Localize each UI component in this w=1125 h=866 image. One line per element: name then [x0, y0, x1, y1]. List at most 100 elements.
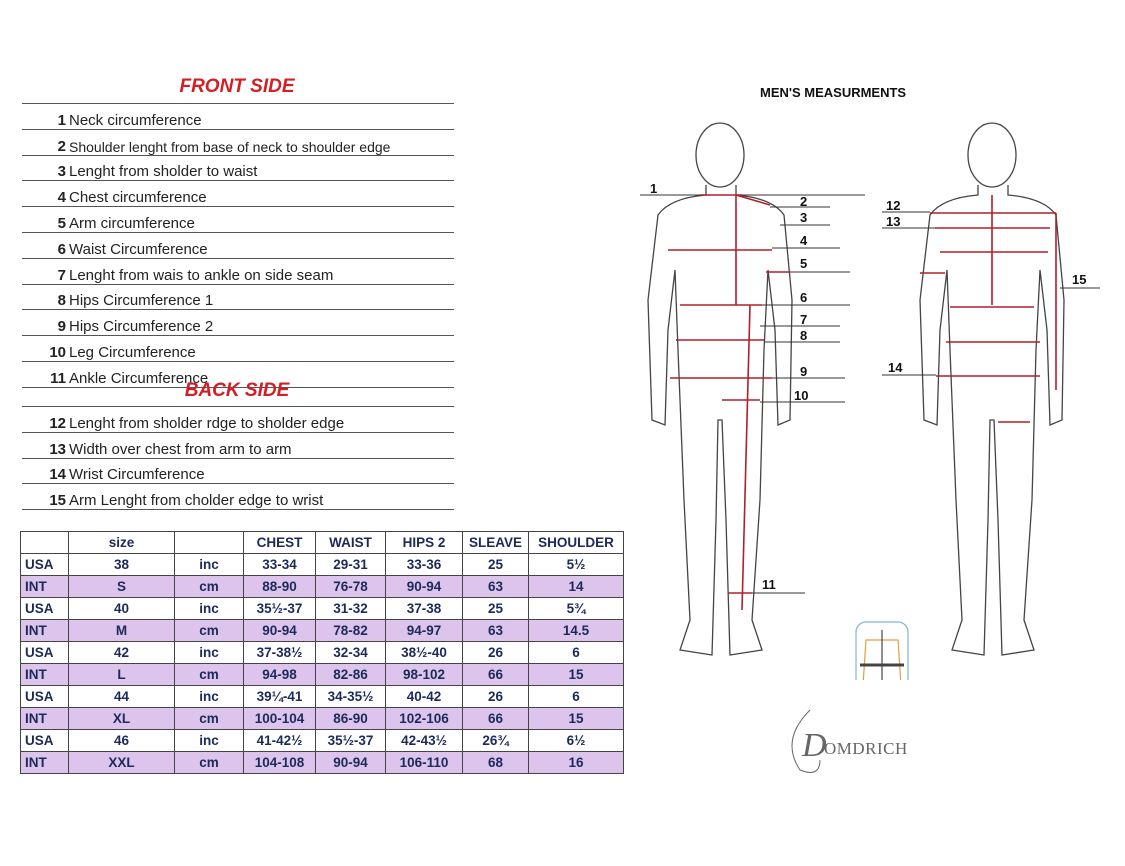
table-cell: 90-94: [385, 575, 463, 598]
column-header: [174, 531, 244, 554]
column-header: HIPS 2: [385, 531, 463, 554]
measurement-label: Arm Lenght from cholder edge to wrist: [69, 492, 324, 510]
measurement-label: Lenght from sholder rdge to sholder edge: [69, 414, 345, 432]
table-cell: cm: [174, 751, 244, 774]
measurement-number: 8: [57, 292, 66, 310]
table-cell: INT: [20, 663, 69, 686]
measurement-row: 10 Leg Circumference: [22, 336, 454, 362]
table-cell: 104-108: [243, 751, 316, 774]
measurement-label: Hips Circumference 1: [69, 292, 214, 310]
measurement-row: 12 Lenght from sholder rdge to sholder ed…: [22, 406, 454, 433]
back-measure-lines: [920, 195, 1057, 423]
measurement-label: Lenght from sholder to waist: [69, 163, 258, 181]
table-cell: 35½-37: [315, 729, 386, 752]
measurement-row: 1 Neck circumference: [22, 103, 454, 130]
table-cell: 29-31: [315, 553, 386, 576]
column-header: SHOULDER: [528, 531, 624, 554]
table-cell: 41-42½: [243, 729, 316, 752]
measurement-number: 6: [57, 240, 66, 258]
label-4: 4: [800, 233, 808, 248]
measurement-label: Lenght from wais to ankle on side seam: [69, 266, 334, 284]
label-3: 3: [800, 210, 807, 225]
measurement-label: Width over chest from arm to arm: [69, 440, 292, 458]
logo-mark: D OMDRICH: [791, 709, 908, 773]
table-cell: 100-104: [243, 707, 316, 730]
measurement-label: Neck circumference: [69, 111, 202, 129]
measurement-label: Hips Circumference 2: [69, 318, 214, 336]
table-cell: 6½: [528, 729, 624, 752]
label-2: 2: [800, 194, 807, 209]
measurement-label: Arm circumference: [69, 214, 195, 232]
table-row: INT XL cm 100-104 86-90 102-106 66 15: [20, 707, 624, 730]
table-cell: M: [68, 619, 175, 642]
label-10: 10: [794, 388, 808, 403]
table-cell: 33-36: [385, 553, 463, 576]
measurement-row: 13 Width over chest from arm to arm: [22, 433, 454, 459]
front-leader-lines: [640, 194, 865, 594]
table-cell: 46: [68, 729, 175, 752]
column-header: size: [68, 531, 175, 554]
table-cell: 39¼-41: [243, 685, 316, 708]
back-side-title: BACK SIDE: [184, 380, 290, 401]
table-cell: 106-110: [385, 751, 463, 774]
table-cell: USA: [20, 641, 69, 664]
measurement-row: 14 Wrist Circumference: [22, 459, 454, 485]
table-cell: XXL: [68, 751, 175, 774]
table-cell: 37-38½: [243, 641, 316, 664]
front-side-title: FRONT SIDE: [179, 76, 295, 97]
column-header: SLEAVE: [462, 531, 529, 554]
table-cell: 68: [462, 751, 529, 774]
column-header: WAIST: [315, 531, 386, 554]
table-cell: USA: [20, 685, 69, 708]
table-cell: USA: [20, 553, 69, 576]
table-cell: INT: [20, 619, 69, 642]
measurement-number: 12: [49, 414, 66, 432]
size-table: size CHEST WAIST HIPS 2 SLEAVE SHOULDER USA 38 i…: [20, 531, 624, 774]
table-cell: 86-90: [315, 707, 386, 730]
measurement-number: 7: [57, 266, 66, 284]
measurement-row: 15 Arm Lenght from cholder edge to wrist: [22, 484, 454, 511]
table-cell: USA: [20, 597, 69, 620]
measurement-label: Waist Circumference: [69, 240, 208, 258]
back-measurement-list: 12 Lenght from sholder rdge to sholder ed…: [22, 406, 454, 511]
table-cell: cm: [174, 707, 244, 730]
back-number-labels: 12 13 14 15: [886, 198, 1086, 375]
table-cell: 42-43½: [385, 729, 463, 752]
table-cell: 6: [528, 641, 624, 664]
table-cell: 98-102: [385, 663, 463, 686]
measurement-number: 14: [49, 466, 66, 484]
table-cell: inc: [174, 641, 244, 664]
table-cell: 6: [528, 685, 624, 708]
measurement-number: 15: [49, 492, 66, 510]
back-figure-outline: [919, 122, 1065, 656]
table-cell: 16: [528, 751, 624, 774]
table-cell: 76-78: [315, 575, 386, 598]
column-header: [20, 531, 69, 554]
measurement-number: 3: [57, 163, 66, 181]
table-row: INT XXL cm 104-108 90-94 106-110 68 16: [20, 751, 624, 774]
measurement-number: 2: [57, 137, 66, 155]
label-12: 12: [886, 198, 900, 213]
label-14: 14: [888, 360, 903, 375]
table-cell: 88-90: [243, 575, 316, 598]
measurement-row: 6 Waist Circumference: [22, 233, 454, 259]
table-cell: inc: [174, 685, 244, 708]
table-cell: 66: [462, 663, 529, 686]
table-cell: 35½-37: [243, 597, 316, 620]
table-cell: 94-98: [243, 663, 316, 686]
table-cell: 40: [68, 597, 175, 620]
label-9: 9: [800, 364, 807, 379]
table-cell: 25: [462, 553, 529, 576]
domdrich-logo: D OMDRICH: [780, 700, 960, 780]
svg-text:OMDRICH: OMDRICH: [824, 739, 908, 758]
measurement-row: 5 Arm circumference: [22, 207, 454, 233]
table-header-row: size CHEST WAIST HIPS 2 SLEAVE SHOULDER: [20, 531, 624, 554]
table-cell: XL: [68, 707, 175, 730]
measurement-number: 1: [57, 111, 66, 129]
measurement-number: 9: [57, 318, 66, 336]
table-cell: 15: [528, 663, 624, 686]
table-cell: S: [68, 575, 175, 598]
table-cell: 14.5: [528, 619, 624, 642]
